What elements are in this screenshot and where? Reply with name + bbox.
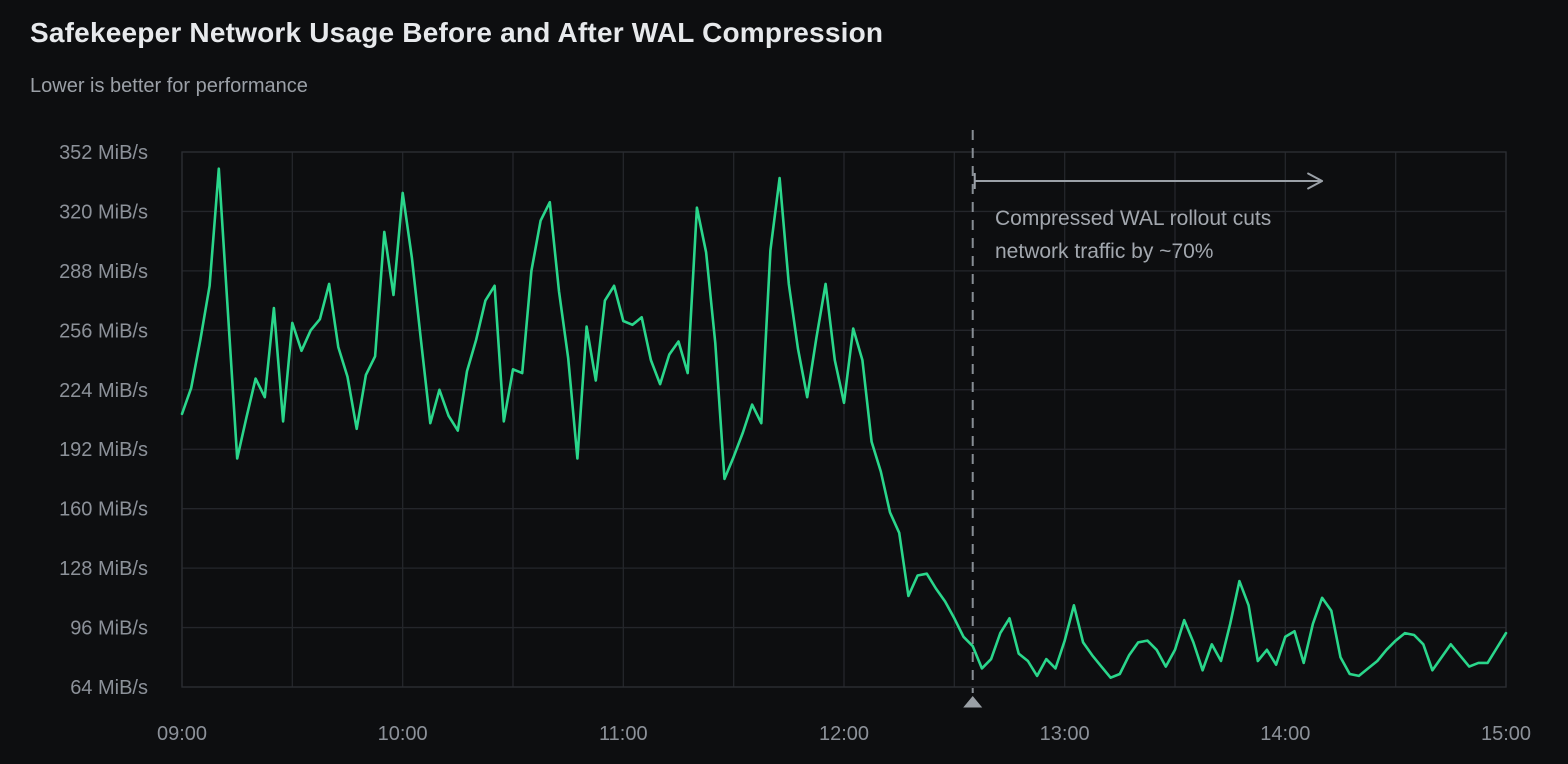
y-axis-tick-label: 288 MiB/s <box>59 261 148 283</box>
annotation-marker-icon <box>963 696 983 708</box>
network-usage-series-line <box>180 167 1508 679</box>
y-axis-tick-label: 320 MiB/s <box>59 201 148 223</box>
annotation-label-line2: network traffic by ~70% <box>995 240 1214 263</box>
y-axis-tick-label: 96 MiB/s <box>70 618 148 640</box>
y-axis-tick-label: 256 MiB/s <box>59 320 148 342</box>
y-axis-tick-label: 160 MiB/s <box>59 499 148 521</box>
y-axis-tick-label: 192 MiB/s <box>59 439 148 461</box>
plot-border <box>181 151 1507 688</box>
x-axis-tick-label: 09:00 <box>157 723 207 745</box>
x-axis-tick-label: 13:00 <box>1040 723 1090 745</box>
x-axis-tick-label: 10:00 <box>378 723 428 745</box>
annotation-label: Compressed WAL rollout cuts network traf… <box>995 202 1271 268</box>
x-axis-tick-label: 15:00 <box>1481 723 1531 745</box>
y-axis-tick-label: 352 MiB/s <box>59 142 148 164</box>
y-axis-tick-label: 64 MiB/s <box>70 677 148 699</box>
x-axis-tick-label: 14:00 <box>1260 723 1310 745</box>
panel-subtitle: Lower is better for performance <box>30 75 308 97</box>
x-axis-tick-label: 12:00 <box>819 723 869 745</box>
arrow-head-icon <box>1307 172 1324 190</box>
y-axis-tick-label: 224 MiB/s <box>59 380 148 402</box>
annotation-label-line1: Compressed WAL rollout cuts <box>995 207 1272 230</box>
panel-title: Safekeeper Network Usage Before and Afte… <box>30 17 884 48</box>
x-axis-tick-label: 11:00 <box>599 723 648 745</box>
y-axis-tick-label: 128 MiB/s <box>59 558 148 580</box>
